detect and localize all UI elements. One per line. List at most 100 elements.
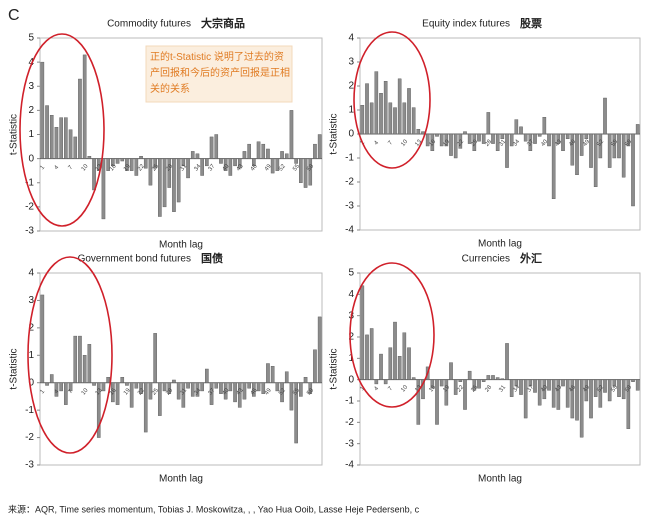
bar (514, 379, 519, 387)
bar (421, 379, 425, 400)
y-tick-label: 3 (28, 295, 34, 306)
bar (547, 133, 551, 147)
x-tick-label: 34 (193, 163, 202, 172)
x-tick-label: 13 (414, 138, 423, 147)
bar (195, 153, 200, 159)
x-tick-label: 49 (582, 384, 591, 393)
bar (495, 133, 500, 151)
bar (430, 133, 435, 151)
bar (449, 133, 453, 156)
bar (252, 158, 256, 167)
bar (256, 382, 261, 392)
bar (495, 377, 500, 380)
bar (96, 382, 101, 438)
x-tick-label: 4 (373, 385, 380, 392)
x-tick-label: 46 (568, 138, 577, 147)
bar (172, 379, 176, 383)
bar (621, 379, 626, 400)
chart-title-cn: 国债 (201, 251, 223, 265)
bar (556, 133, 561, 144)
x-tick-label: 34 (512, 384, 521, 393)
bar (261, 143, 266, 159)
bar (570, 133, 575, 166)
bar (411, 107, 416, 135)
chart-title-cn: 外汇 (519, 251, 542, 265)
bar (73, 335, 78, 383)
bar (186, 158, 190, 179)
bar (64, 117, 68, 159)
x-tick-label: 4 (54, 164, 61, 171)
highlight-ellipse (19, 33, 105, 227)
bar (519, 379, 523, 395)
bar (565, 379, 570, 408)
y-tick-label: 2 (28, 105, 34, 116)
bar (519, 126, 523, 135)
bar (237, 158, 242, 169)
bar (289, 110, 294, 159)
bar (444, 379, 449, 406)
bar (383, 80, 388, 135)
bar (68, 129, 73, 159)
bar (176, 158, 181, 203)
y-tick-label: -3 (345, 201, 354, 212)
bar (214, 134, 219, 159)
x-tick-label: 55 (292, 387, 301, 396)
y-axis-label: t-Statistic (329, 113, 340, 154)
bar (186, 382, 190, 389)
x-tick-label: 43 (554, 138, 563, 147)
bar (49, 374, 54, 383)
y-tick-label: -1 (25, 405, 34, 416)
bar (360, 104, 365, 135)
bar (453, 379, 458, 395)
y-tick-label: 3 (348, 57, 354, 68)
x-tick-label: 34 (512, 138, 521, 147)
bar (598, 379, 603, 408)
bar (421, 131, 425, 135)
annotation: 正的t-Statistic 说明了过去的资产回报和今后的资产回报是正相关的关系 (150, 52, 290, 95)
bar (125, 382, 129, 386)
bar (294, 382, 298, 444)
bar (542, 379, 547, 400)
bar (280, 382, 284, 403)
x-tick-label: 22 (137, 387, 146, 396)
x-tick-label: 4 (373, 140, 380, 147)
x-tick-label: 46 (250, 387, 259, 396)
bar (256, 141, 261, 159)
bar (242, 382, 247, 400)
x-tick-label: 49 (264, 163, 273, 172)
bar (505, 133, 509, 168)
bar (523, 133, 528, 142)
bar (303, 377, 308, 383)
bar (266, 148, 270, 159)
x-tick-label: 40 (540, 384, 549, 393)
bar (477, 133, 481, 142)
bar (533, 379, 537, 393)
y-tick-label: 3 (28, 81, 34, 92)
bar (92, 158, 96, 191)
y-tick-label: -1 (345, 153, 354, 164)
bar (505, 343, 509, 380)
bar (167, 382, 172, 394)
y-tick-label: -4 (345, 460, 354, 471)
x-tick-label: 19 (123, 387, 132, 396)
bar (439, 133, 444, 147)
x-tick-label: 37 (526, 138, 535, 147)
bar (68, 382, 73, 392)
bar (621, 133, 626, 178)
y-tick-label: 4 (28, 268, 34, 279)
x-tick-label: 49 (582, 138, 591, 147)
bar (209, 136, 214, 159)
bar (228, 382, 233, 392)
bar (209, 382, 214, 405)
x-tick-label: 58 (306, 387, 315, 396)
bar (528, 379, 533, 387)
bar (299, 382, 303, 397)
bar (294, 158, 298, 164)
x-tick-label: 16 (428, 138, 437, 147)
x-tick-label: 19 (442, 138, 451, 147)
bar (284, 371, 289, 383)
x-tick-label: 52 (596, 138, 605, 147)
bar (317, 316, 322, 383)
x-tick-label: 37 (526, 384, 535, 393)
